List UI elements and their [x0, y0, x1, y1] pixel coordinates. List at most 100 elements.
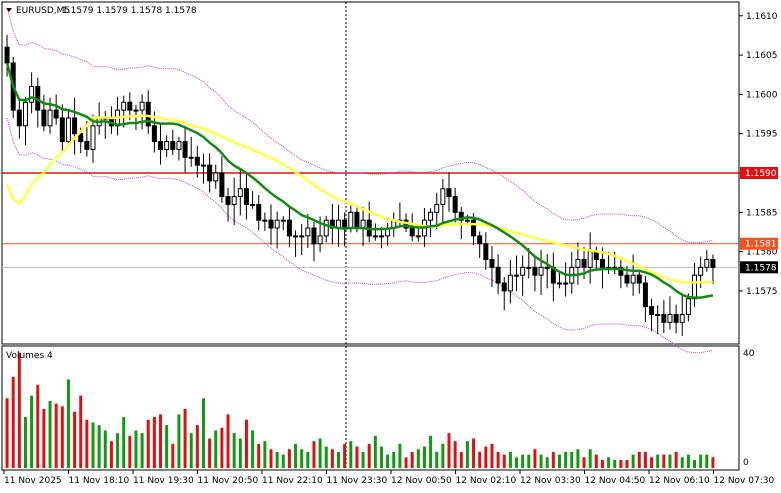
- candle-body: [145, 101, 151, 127]
- candle-body: [378, 235, 384, 238]
- price-label-box: [740, 237, 778, 250]
- envelope-layer: [6, 7, 713, 354]
- candle-body: [59, 117, 65, 143]
- candle-body: [563, 282, 569, 285]
- symbol-dropdown-icon[interactable]: [6, 8, 12, 12]
- candle-body: [164, 141, 170, 150]
- candle-body: [274, 219, 280, 229]
- volume-panel-title: Volumes 4: [6, 351, 53, 361]
- candle-body: [170, 141, 176, 150]
- candle-body: [636, 274, 642, 284]
- price-tick-label: 1.1595: [746, 130, 778, 140]
- candle-body: [151, 125, 157, 143]
- ma-slow-line: [5, 114, 713, 284]
- price-tick-label: 1.1600: [746, 90, 778, 100]
- candle-body: [471, 219, 477, 237]
- candle-body: [317, 235, 323, 245]
- candle-body: [127, 101, 133, 111]
- candle-body: [477, 235, 483, 245]
- candle-body: [29, 86, 35, 103]
- time-tick-label: 11 Nov 19:30: [133, 476, 194, 486]
- time-tick-label: 11 Nov 2025: [4, 476, 62, 486]
- time-tick-label: 12 Nov 02:10: [456, 476, 517, 486]
- time-tick-label: 12 Nov 04:50: [585, 476, 646, 486]
- candle-body: [280, 219, 286, 222]
- candle-body: [642, 282, 648, 308]
- candle-body: [428, 211, 434, 221]
- time-tick-label: 12 Nov 06:10: [649, 476, 710, 486]
- price-label-text: 1.1581: [745, 240, 777, 250]
- candle-body: [4, 46, 10, 64]
- candle-body: [661, 313, 667, 323]
- candle-body: [624, 274, 630, 284]
- candle-body: [685, 298, 691, 315]
- candle-body: [409, 227, 415, 237]
- candle-body: [354, 211, 360, 229]
- envelope-upper: [6, 7, 713, 244]
- candle-body: [710, 258, 716, 268]
- candle-body: [483, 243, 489, 260]
- envelope-lower: [6, 117, 713, 354]
- candle-body: [139, 101, 145, 111]
- candle-body: [237, 188, 243, 198]
- candle-body: [22, 101, 28, 127]
- price-label-text: 1.1590: [745, 169, 777, 179]
- candle-body: [495, 266, 501, 284]
- volume-axis-top: 40: [743, 349, 755, 359]
- candle-body: [188, 156, 194, 159]
- candle-body: [692, 274, 698, 300]
- candle-body: [446, 188, 452, 198]
- candle-body: [673, 313, 679, 323]
- candle-body: [556, 282, 562, 285]
- candle-body: [667, 313, 673, 323]
- price-label-box: [740, 167, 778, 179]
- candle-body: [243, 188, 249, 205]
- candle-body: [121, 101, 127, 111]
- candle-body: [544, 266, 550, 269]
- candle-body: [458, 211, 464, 221]
- candle-body: [581, 258, 587, 268]
- candle-body: [47, 109, 53, 127]
- candle-body: [182, 141, 188, 158]
- candle-body: [225, 196, 231, 205]
- volumes-layer: [5, 352, 715, 468]
- candle-body: [213, 172, 219, 182]
- price-label-box: [740, 261, 778, 274]
- candle-body: [53, 109, 59, 119]
- candle-body: [231, 196, 237, 205]
- candle-body: [698, 266, 704, 276]
- candle-body: [630, 274, 636, 284]
- price-axis: 1.16101.16051.16001.15951.15901.15851.15…: [739, 12, 778, 297]
- time-axis: 11 Nov 2025 11 Nov 18:10 11 Nov 19:30 11 No…: [3, 470, 775, 486]
- time-tick-label: 12 Nov 07:30: [714, 476, 775, 486]
- time-tick-label: 11 Nov 23:30: [327, 476, 388, 486]
- candle-body: [305, 227, 311, 237]
- price-tick-label: 1.1575: [746, 287, 778, 297]
- ohlc-readout: 1.1579 1.1579 1.1578 1.1578: [62, 6, 197, 16]
- candle-body: [293, 235, 299, 238]
- ma-fast-line: [5, 62, 714, 299]
- price-labels-layer: 1.1590 1.1581 1.1578: [740, 167, 778, 274]
- candle-body: [507, 274, 513, 292]
- candle-body: [194, 156, 200, 166]
- candle-body: [90, 125, 96, 150]
- candle-body: [286, 219, 292, 237]
- candle-body: [599, 258, 605, 268]
- time-tick-label: 12 Nov 03:30: [520, 476, 581, 486]
- symbol-label[interactable]: EURUSD,M5: [16, 6, 70, 16]
- candle-body: [618, 266, 624, 276]
- candle-body: [133, 109, 139, 112]
- candle-body: [262, 219, 268, 222]
- candle-body: [452, 196, 458, 213]
- moving-averages-layer: [5, 62, 714, 299]
- candle-body: [649, 306, 655, 315]
- candle-body: [16, 109, 22, 127]
- candle-body: [520, 266, 526, 276]
- price-tick-label: 1.1610: [746, 12, 778, 22]
- candle-body: [464, 219, 470, 222]
- price-tick-label: 1.1580: [746, 248, 778, 258]
- volume-axis-bottom: 0: [743, 458, 749, 468]
- price-tick-label: 1.1585: [746, 208, 778, 218]
